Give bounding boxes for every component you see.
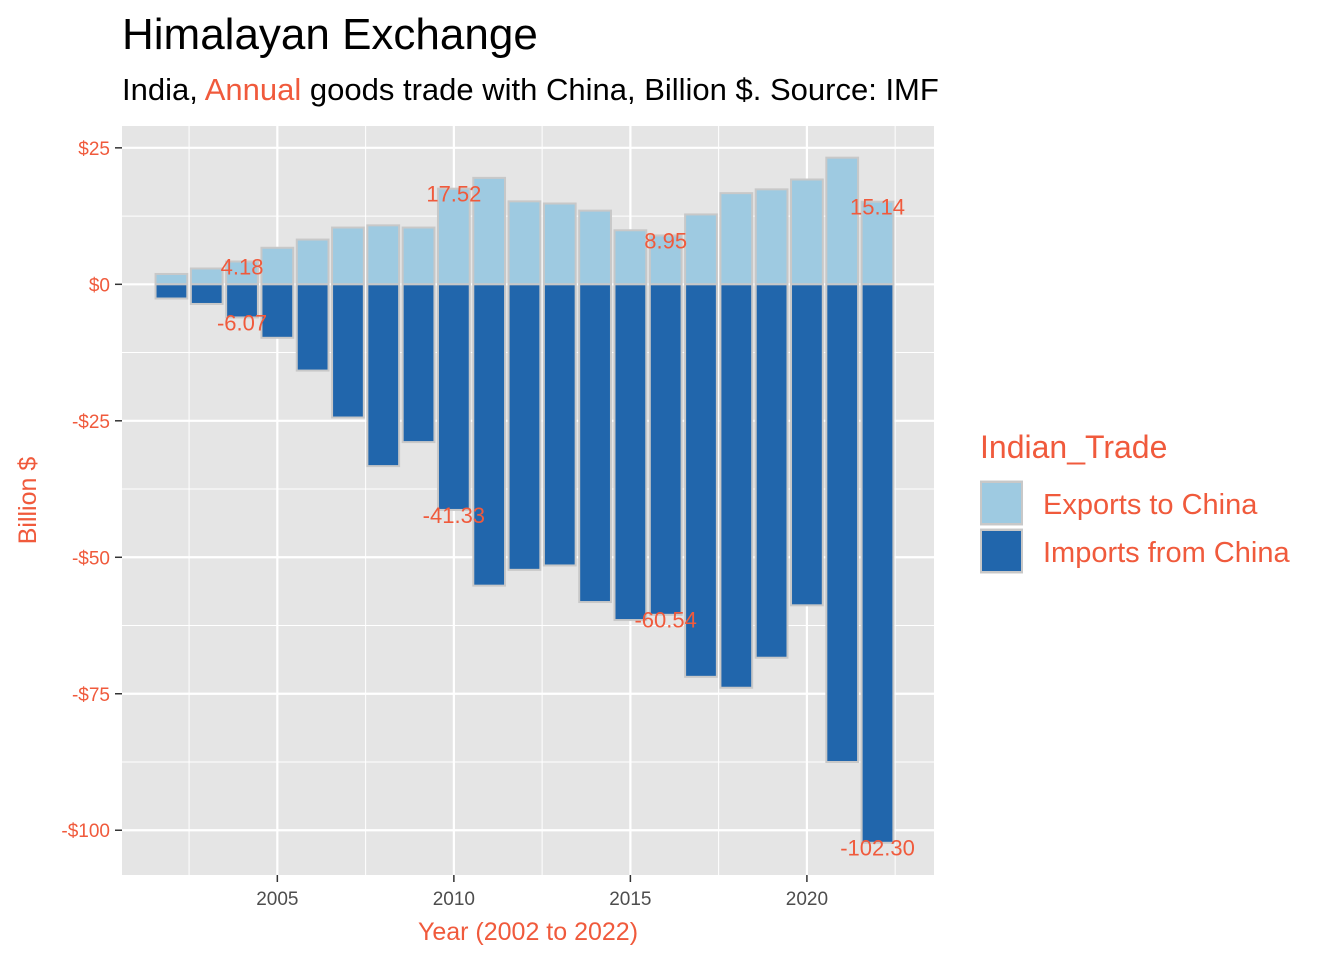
data-label: 8.95	[644, 228, 687, 253]
chart-subtitle: India, Annual goods trade with China, Bi…	[122, 72, 939, 108]
data-label: 17.52	[426, 181, 481, 206]
data-label: 4.18	[221, 254, 264, 279]
export-bar	[260, 246, 295, 286]
bars	[154, 156, 895, 844]
import-bar	[613, 283, 648, 622]
data-label: -6.07	[217, 310, 267, 335]
export-bar	[578, 209, 612, 286]
export-bar	[754, 188, 789, 286]
export-bar	[719, 192, 754, 286]
legend: Indian_Trade Exports to China Imports from…	[980, 429, 1290, 574]
legend-label: Imports from China	[1043, 537, 1290, 569]
legend-title: Indian_Trade	[980, 429, 1167, 465]
subtitle-highlight: Annual	[204, 72, 302, 107]
x-tick-label: 2005	[256, 889, 298, 910]
import-bar	[436, 283, 471, 511]
y-tick-label: -$25	[72, 412, 110, 433]
data-labels: 4.18 -6.07 17.52 -41.33 8.95 -60.54 15.14 -102.…	[217, 181, 915, 860]
y-tick-label: $0	[89, 275, 110, 296]
export-bar	[472, 176, 507, 286]
export-bar	[366, 224, 401, 286]
y-tick-label: -$100	[61, 821, 110, 842]
export-bar	[684, 213, 718, 286]
import-bar	[754, 283, 789, 659]
x-tick-label: 2015	[609, 889, 651, 910]
import-bar	[366, 283, 401, 468]
import-bar	[825, 283, 860, 763]
import-bar	[295, 283, 330, 372]
import-bar	[331, 283, 365, 419]
data-label: -102.30	[840, 836, 915, 861]
export-bar	[613, 229, 648, 286]
data-label: 15.14	[850, 194, 905, 219]
export-bar	[790, 178, 824, 286]
export-bar	[825, 156, 860, 286]
x-tick-label: 2020	[786, 889, 828, 910]
import-bar	[860, 283, 895, 844]
import-bar	[401, 283, 436, 444]
subtitle-part-1: India,	[122, 72, 205, 107]
export-bar	[331, 226, 365, 286]
import-bar	[472, 283, 507, 587]
import-bar	[542, 283, 577, 567]
subtitle-part-2: goods trade with China, Billion $. Sourc…	[301, 72, 939, 107]
data-label: -41.33	[423, 503, 485, 528]
export-bar	[154, 272, 189, 286]
x-axis-title: Year (2002 to 2022)	[418, 918, 638, 946]
export-bar	[542, 202, 577, 286]
import-bar	[225, 283, 259, 319]
export-bar	[436, 187, 471, 286]
export-bar	[189, 267, 224, 286]
import-bar	[154, 283, 189, 300]
y-tick-label: -$75	[72, 685, 110, 706]
export-bar	[507, 200, 542, 286]
import-bar	[790, 283, 824, 607]
export-bar	[860, 200, 895, 286]
import-bar	[648, 283, 683, 616]
x-tick-label: 2010	[433, 889, 475, 910]
import-bar	[507, 283, 542, 571]
y-axis: $25 $0 -$25 -$50 -$75 -$100	[61, 139, 122, 842]
import-bar	[260, 283, 295, 339]
data-label: -60.54	[634, 608, 696, 633]
import-bar	[189, 283, 224, 305]
import-bar	[684, 283, 718, 678]
export-bar	[295, 238, 330, 286]
import-bar	[578, 283, 612, 604]
legend-label: Exports to China	[1043, 489, 1258, 521]
y-tick-label: -$50	[72, 548, 110, 569]
x-axis: 2005 2010 2015 2020	[256, 875, 828, 910]
y-axis-title: Billion $	[14, 457, 42, 545]
y-tick-label: $25	[78, 139, 110, 160]
import-bar	[719, 283, 754, 689]
export-bar	[401, 226, 436, 286]
legend-swatch	[980, 529, 1023, 573]
chart-title: Himalayan Exchange	[122, 10, 538, 59]
export-bar	[648, 234, 683, 286]
legend-swatch	[980, 481, 1023, 525]
